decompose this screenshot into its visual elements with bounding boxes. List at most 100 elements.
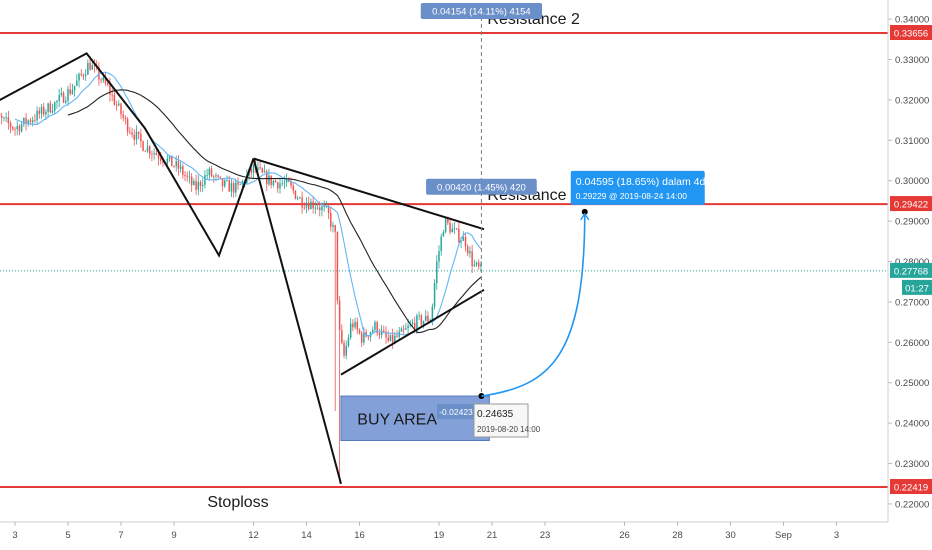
candle-body <box>299 197 301 199</box>
candle-body <box>175 161 177 167</box>
candle-body <box>341 330 343 343</box>
candle-body <box>464 236 467 247</box>
projection-target-dot[interactable] <box>581 208 588 215</box>
candle-body <box>438 251 440 262</box>
ma-slow-line <box>67 89 482 334</box>
candle-body <box>166 158 169 164</box>
candle-body <box>336 231 339 301</box>
moving-averages <box>14 71 482 337</box>
candle-body <box>453 228 456 230</box>
pattern-lines <box>0 52 485 484</box>
candle-body <box>444 218 447 232</box>
candle-body <box>263 171 266 173</box>
candle-body <box>201 184 204 187</box>
candle-body <box>195 180 197 190</box>
candle-body <box>358 329 361 334</box>
trend-line-4[interactable] <box>340 288 485 376</box>
candle-body <box>425 315 427 321</box>
candle-body <box>107 83 109 85</box>
candle-body <box>349 323 352 338</box>
candle-body <box>213 176 215 178</box>
cursor-time: 2019-08-20 14:00 <box>477 425 541 434</box>
candle-body <box>383 330 385 332</box>
candle-body <box>290 181 292 186</box>
candle-body <box>82 74 85 76</box>
time-axis[interactable] <box>0 522 932 550</box>
candle-body <box>142 141 144 151</box>
candle-body <box>449 223 451 233</box>
candle-body <box>413 322 416 329</box>
candle-body <box>115 104 118 106</box>
candle-body <box>171 155 173 167</box>
candle-body <box>305 203 308 208</box>
candle-body <box>433 283 436 307</box>
trend-line-1[interactable] <box>0 52 255 258</box>
candle-body <box>215 175 217 177</box>
y-tick-label: 0.32000 <box>895 95 929 106</box>
y-tick-label: 0.31000 <box>895 136 929 147</box>
candle-body <box>330 212 332 227</box>
candle-body <box>281 183 283 185</box>
y-tick-label: 0.24000 <box>895 419 929 430</box>
candle-body <box>266 171 268 185</box>
candle-body <box>111 94 113 96</box>
candle-body <box>221 178 224 187</box>
level-tag <box>890 196 932 212</box>
candle-body <box>104 77 107 84</box>
projection-label-box <box>570 170 705 205</box>
countdown-label: 01:27 <box>905 283 929 294</box>
candle-body <box>405 328 407 330</box>
candle-body <box>193 180 195 186</box>
candle-body <box>151 153 153 155</box>
candle-body <box>316 207 319 209</box>
y-tick-label: 0.27000 <box>895 297 929 308</box>
candle-series <box>0 56 482 484</box>
candle-body <box>422 320 425 325</box>
candle-body <box>469 251 471 254</box>
candle-body <box>372 329 374 333</box>
candle-body <box>451 228 453 233</box>
candle-body <box>78 73 80 81</box>
trend-line-3[interactable] <box>252 158 342 484</box>
candle-body <box>352 323 354 328</box>
candle-body <box>310 201 312 210</box>
candle-body <box>396 335 398 337</box>
candle-body <box>118 103 120 106</box>
x-tick-label: 12 <box>248 530 259 541</box>
candle-body <box>91 65 94 70</box>
candle-body <box>268 175 270 185</box>
candle-body <box>228 180 230 192</box>
cursor-value: -0.02423 <box>439 407 473 417</box>
candle-body <box>418 315 420 317</box>
candle-body <box>321 206 323 211</box>
candle-body <box>62 92 65 103</box>
candle-body <box>58 95 60 101</box>
candle-body <box>363 331 365 343</box>
candle-body <box>179 166 182 169</box>
candle-body <box>235 182 237 193</box>
trend-line-2[interactable] <box>253 157 485 231</box>
candle-body <box>186 175 188 177</box>
candle-body <box>155 153 158 155</box>
candle-body <box>65 100 67 103</box>
candle-body <box>250 168 253 173</box>
candle-body <box>400 328 403 332</box>
candle-body <box>120 103 122 115</box>
candle-body <box>365 331 367 337</box>
candle-body <box>188 176 191 178</box>
candle-body <box>113 94 116 105</box>
candle-body <box>3 117 5 119</box>
level-tag-label: 0.29422 <box>894 200 928 211</box>
candle-body <box>378 333 381 335</box>
candle-body <box>31 120 34 123</box>
candle-body <box>23 117 25 125</box>
candle-body <box>131 132 133 135</box>
measure-label-box <box>426 178 537 195</box>
candle-body <box>34 120 36 122</box>
countdown-tag <box>902 279 932 295</box>
projection-curve[interactable] <box>481 211 586 397</box>
candle-body <box>42 106 45 115</box>
candle-body <box>462 236 465 241</box>
